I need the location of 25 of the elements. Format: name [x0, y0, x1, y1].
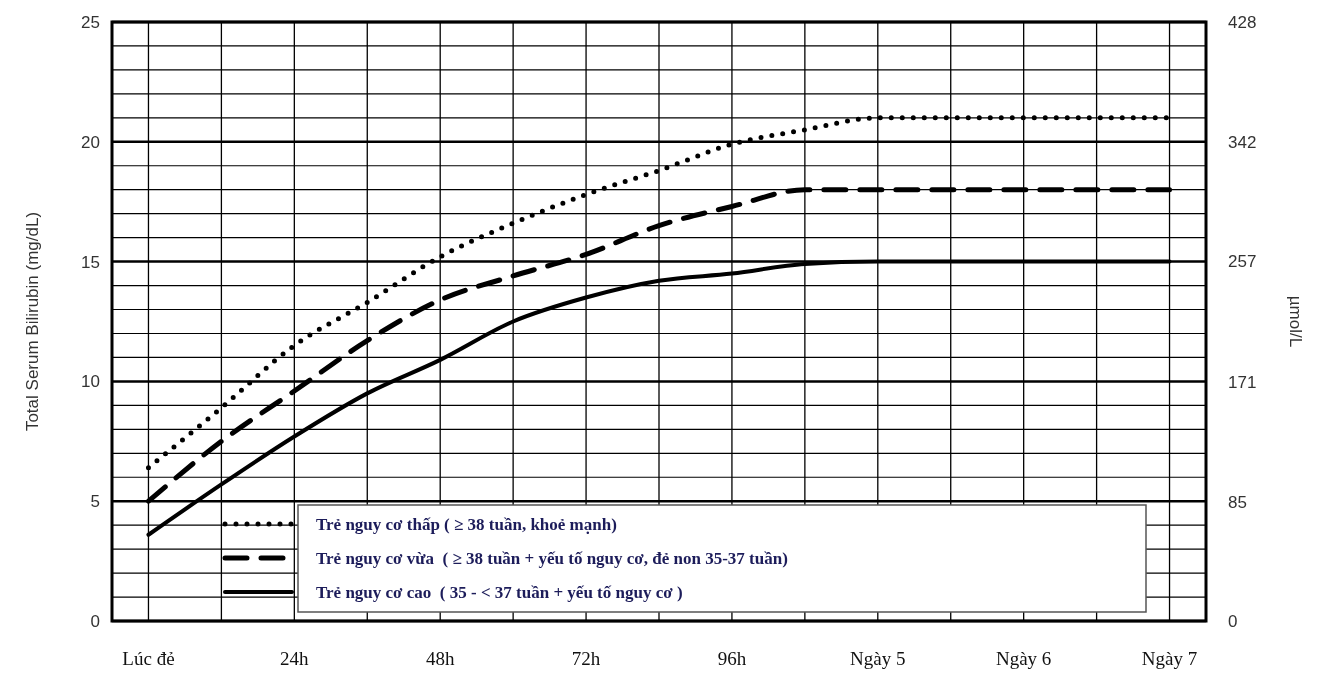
y2-tick-label: 85	[1228, 492, 1247, 512]
y-tick-label: 10	[81, 372, 100, 392]
legend-label: Trẻ nguy cơ thấp ( ≥ 38 tuần, khoẻ mạnh)	[316, 514, 617, 534]
y-tick-label: 20	[81, 132, 100, 152]
x-tick-label: 48h	[425, 648, 455, 669]
y-tick-label: 15	[81, 252, 100, 272]
x-tick-label: Ngày 6	[995, 648, 1052, 669]
x-tick-label: 24h	[280, 648, 310, 669]
y-tick-label: 0	[90, 611, 100, 631]
x-tick-label: 96h	[717, 648, 747, 669]
y2-tick-label: 428	[1228, 12, 1257, 32]
y2-tick-label: 0	[1228, 611, 1238, 631]
legend-label: Trẻ nguy cơ cao ( 35 - < 37 tuần + yếu tố nguy cơ )	[316, 582, 683, 602]
x-tick-label: Ngày 7	[1141, 648, 1198, 669]
x-tick-label: Ngày 5	[850, 648, 906, 669]
y2-tick-label: 171	[1228, 372, 1257, 392]
y2-tick-label: 257	[1228, 252, 1257, 272]
y2-tick-label: 342	[1228, 133, 1257, 153]
x-tick-label: Lúc đẻ	[122, 648, 175, 669]
y-axis-title: Total Serum Bilirubin (mg/dL)	[23, 211, 42, 432]
y-tick-label: 5	[90, 492, 100, 512]
legend-label: Trẻ nguy cơ vừa ( ≥ 38 tuần + yếu tố nguy cơ, đẻ non 35-37 tuần)	[316, 548, 788, 568]
y-tick-label: 25	[81, 12, 100, 32]
y2-axis-title: µmol/L	[1286, 295, 1305, 348]
x-tick-label: 72h	[571, 648, 601, 669]
